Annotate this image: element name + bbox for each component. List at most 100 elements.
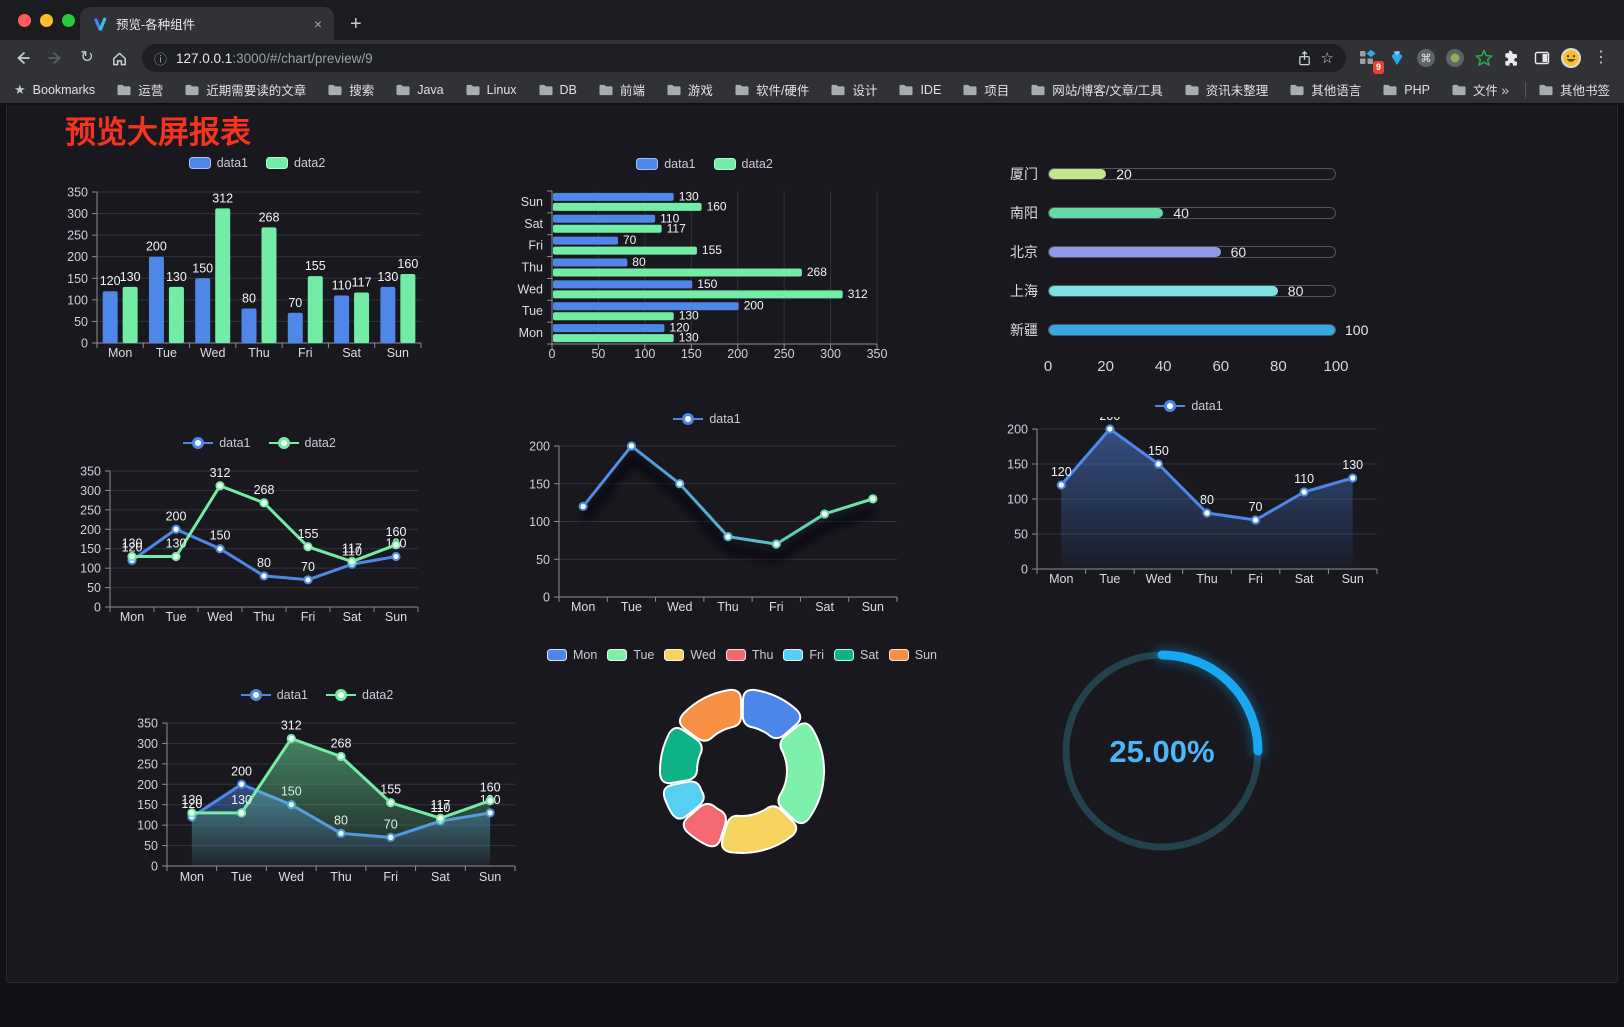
bookmark-folder[interactable]: 设计 (830, 80, 877, 99)
back-arrow-icon (17, 51, 30, 65)
folder-icon (1031, 84, 1045, 96)
forward-button[interactable] (40, 43, 70, 73)
svg-text:100: 100 (1007, 493, 1028, 507)
legend-item-data1[interactable]: data1 (188, 156, 248, 170)
close-window-button[interactable] (18, 14, 31, 27)
svg-text:Sun: Sun (862, 600, 884, 614)
legend-item-Sat[interactable]: Sat (834, 648, 879, 662)
legend-item-data2[interactable]: data2 (266, 156, 325, 170)
page-info-icon[interactable]: ⓘ (154, 51, 168, 67)
svg-text:312: 312 (848, 287, 868, 301)
extension-gem-icon[interactable] (1383, 45, 1410, 72)
progress-track: 80 (1048, 282, 1336, 299)
extension-green-star-icon[interactable] (1470, 45, 1497, 72)
bookmark-folder[interactable]: DB (538, 80, 577, 99)
legend-label: data2 (741, 157, 773, 171)
legend-item-Wed[interactable]: Wed (664, 648, 716, 662)
bookmark-folder[interactable]: 项目 (962, 80, 1009, 99)
bookmark-star-icon[interactable]: ☆ (1320, 49, 1334, 67)
legend-line-marker-icon (673, 413, 704, 425)
legend-item-Sun[interactable]: Sun (888, 648, 937, 662)
svg-text:268: 268 (331, 737, 352, 751)
svg-text:350: 350 (137, 717, 158, 731)
progress-value: 80 (1287, 282, 1304, 299)
chart-legend: data1 data2 (47, 156, 467, 170)
svg-text:150: 150 (529, 477, 550, 491)
chart-legend: data1 data2 (52, 436, 467, 450)
legend-label: data1 (276, 688, 308, 702)
extension-record-icon[interactable] (1441, 45, 1468, 72)
bookmark-folder[interactable]: Java (395, 80, 444, 99)
progress-row-南阳: 南阳 40 (992, 193, 1352, 232)
legend-item-data2[interactable]: data2 (326, 688, 393, 702)
legend-item-data2[interactable]: data2 (713, 157, 773, 171)
legend-item-data1[interactable]: data1 (636, 157, 696, 171)
split-view-button[interactable] (1528, 45, 1555, 72)
legend-item-Fri[interactable]: Fri (783, 648, 824, 662)
address-bar[interactable]: ⓘ 127.0.0.1:3000/#/chart/preview/9 ☆ (142, 44, 1346, 72)
bookmark-folder[interactable]: 网站/博客/文章/工具 (1030, 80, 1163, 99)
blocks-icon (1359, 49, 1375, 64)
progress-label: 厦门 (1010, 165, 1038, 182)
chart-gauge: 25.00% (1042, 631, 1282, 871)
axis-tick: 60 (1212, 358, 1230, 375)
svg-text:117: 117 (667, 221, 686, 235)
bookmark-folder[interactable]: IDE (898, 80, 941, 99)
progress-label: 南阳 (1010, 204, 1038, 221)
legend-item-Thu[interactable]: Thu (725, 648, 773, 662)
minimize-window-button[interactable] (40, 14, 53, 27)
svg-text:Thu: Thu (253, 610, 275, 624)
svg-text:150: 150 (697, 277, 717, 291)
svg-text:155: 155 (702, 243, 722, 257)
bookmark-folder[interactable]: 前端 (598, 80, 645, 99)
new-tab-button[interactable]: + (350, 13, 362, 35)
legend-item-data2[interactable]: data2 (268, 436, 336, 450)
back-button[interactable] (8, 43, 38, 73)
bookmarks-overflow-button[interactable]: » (1501, 81, 1509, 98)
legend-item-Mon[interactable]: Mon (546, 648, 597, 662)
zoom-window-button[interactable] (62, 14, 75, 27)
bookmark-folder[interactable]: 运营 (116, 80, 163, 99)
legend-item-data1[interactable]: data1 (183, 436, 251, 450)
svg-text:155: 155 (305, 259, 326, 273)
record-dot-icon (1445, 49, 1464, 67)
bookmark-folder[interactable]: 文件服务器 (1451, 80, 1497, 99)
extensions-puzzle-button[interactable] (1499, 45, 1526, 72)
browser-menu-button[interactable]: ⋮ (1586, 43, 1616, 73)
profile-avatar[interactable] (1557, 45, 1584, 72)
tab-close-icon[interactable]: × (313, 15, 322, 32)
home-button[interactable] (104, 43, 134, 73)
reload-button[interactable]: ↻ (72, 43, 102, 73)
chart-legend: data1 (989, 399, 1389, 413)
bookmark-folder[interactable]: 近期需要读的文章 (184, 80, 306, 99)
svg-text:Sat: Sat (343, 610, 362, 624)
bookmark-folder[interactable]: Linux (465, 80, 517, 99)
bookmark-folder[interactable]: 游戏 (666, 80, 713, 99)
axis-tick: 80 (1270, 358, 1287, 375)
browser-tab[interactable]: 预览-各种组件 × (80, 7, 334, 40)
legend-item-data1[interactable]: data1 (240, 688, 308, 702)
svg-text:Tue: Tue (156, 346, 177, 360)
other-bookmarks-folder[interactable]: 其他书签 (1538, 80, 1610, 99)
bookmark-folder[interactable]: 其他语言 (1289, 80, 1361, 99)
svg-text:130: 130 (1342, 458, 1363, 472)
bookmarks-label[interactable]: Bookmarks (32, 82, 96, 97)
svg-text:250: 250 (80, 503, 101, 517)
extension-blocks-icon[interactable]: 9 (1354, 45, 1384, 74)
svg-text:80: 80 (1200, 493, 1214, 507)
legend-item-Tue[interactable]: Tue (607, 648, 654, 662)
bookmark-folder[interactable]: 搜索 (327, 80, 374, 99)
extension-command-icon[interactable]: ⌘ (1412, 45, 1439, 72)
svg-text:130: 130 (679, 331, 699, 345)
folder-icon (117, 84, 131, 96)
bookmark-folder[interactable]: PHP (1382, 80, 1430, 99)
bookmark-folder[interactable]: 软件/硬件 (734, 80, 809, 99)
progress-fill (1049, 324, 1335, 335)
legend-item-data1[interactable]: data1 (1155, 399, 1223, 413)
progress-track: 100 (1048, 322, 1368, 338)
legend-label: Tue (633, 648, 655, 662)
bookmark-folder[interactable]: 资讯未整理 (1184, 80, 1268, 99)
share-icon[interactable] (1297, 50, 1312, 67)
progress-row-新疆: 新疆 100 (992, 310, 1368, 349)
legend-item-data1[interactable]: data1 (673, 412, 741, 426)
